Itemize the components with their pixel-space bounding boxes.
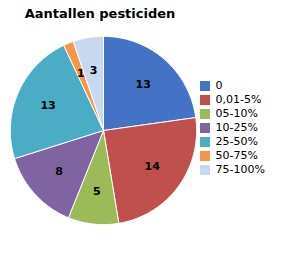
html-text:75-100%: 75-100%: [215, 163, 265, 177]
svg-text:8: 8: [55, 165, 63, 178]
svg-text:3: 3: [90, 64, 98, 77]
svg-text:14: 14: [145, 160, 161, 173]
html-text:0,01-5%: 0,01-5%: [215, 93, 262, 107]
html-text:50-75%: 50-75%: [215, 149, 258, 163]
svg-text:5: 5: [93, 185, 101, 198]
svg-text:13: 13: [136, 78, 151, 91]
svg-text:13: 13: [40, 99, 55, 112]
html-text:25-50%: 25-50%: [215, 135, 258, 149]
html-text:0: 0: [215, 79, 223, 93]
html-text:05-10%: 05-10%: [215, 107, 258, 121]
html-text:Aantallen pesticiden: Aantallen pesticiden: [24, 6, 176, 21]
html-text:10-25%: 10-25%: [215, 121, 258, 135]
svg-text:1: 1: [77, 67, 85, 80]
